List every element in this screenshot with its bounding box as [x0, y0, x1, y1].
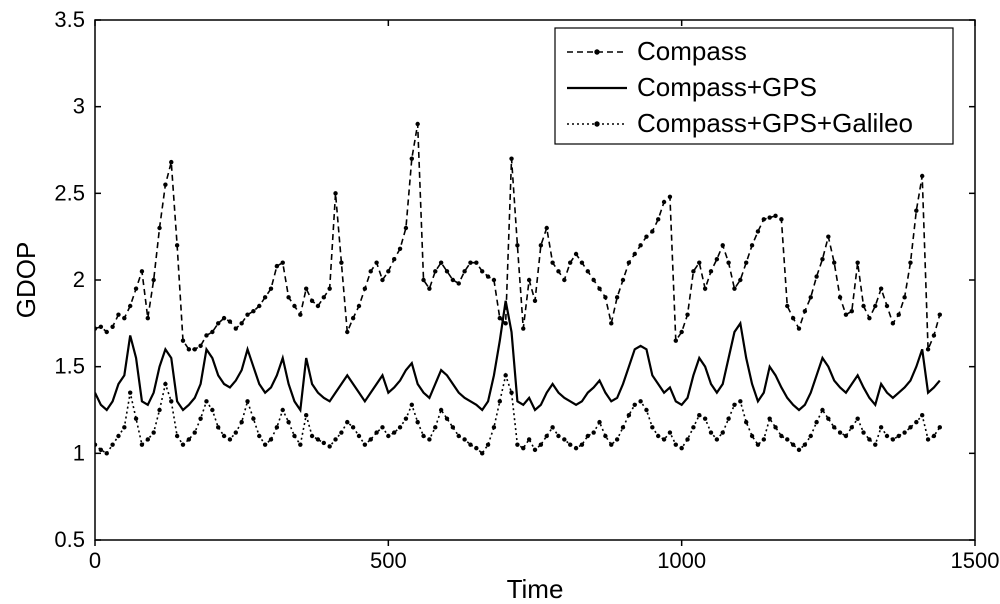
- svg-text:2: 2: [73, 267, 85, 292]
- svg-text:0: 0: [89, 548, 101, 573]
- svg-text:2.5: 2.5: [54, 180, 85, 205]
- y-axis-label: GDOP: [11, 242, 41, 319]
- svg-text:0.5: 0.5: [54, 527, 85, 552]
- legend-label: Compass: [637, 36, 747, 66]
- x-axis-label: Time: [507, 574, 564, 604]
- svg-text:1.5: 1.5: [54, 354, 85, 379]
- legend-label: Compass+GPS+Galileo: [637, 108, 913, 138]
- svg-text:1: 1: [73, 440, 85, 465]
- svg-text:3.5: 3.5: [54, 7, 85, 32]
- chart-svg: 0 500 1000 1500 Time 0.5 1 1.5 2 2.5 3 3.5 GDOP Compa…: [0, 0, 1000, 604]
- legend-label: Compass+GPS: [637, 72, 817, 102]
- svg-text:1500: 1500: [951, 548, 1000, 573]
- svg-text:3: 3: [73, 94, 85, 119]
- svg-text:1000: 1000: [657, 548, 706, 573]
- svg-text:500: 500: [370, 548, 407, 573]
- gdop-chart: 0 500 1000 1500 Time 0.5 1 1.5 2 2.5 3 3.5 GDOP Compa…: [0, 0, 1000, 604]
